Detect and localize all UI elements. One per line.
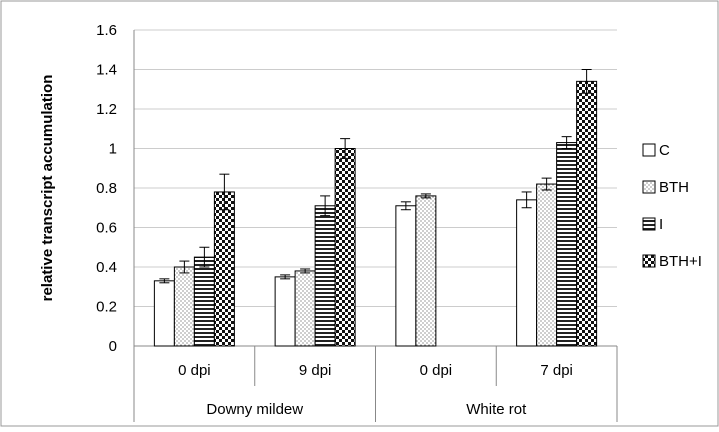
bar [536,183,558,347]
legend-swatch [642,180,656,194]
bar [556,142,578,347]
y-tick-label: 0.2 [96,299,117,316]
bar [173,266,195,347]
y-tick-label: 1.6 [96,22,117,39]
y-tick-label: 1.2 [96,101,117,118]
legend-label: BTH [659,179,689,196]
y-tick-label: 0.8 [96,180,117,197]
legend-swatch [642,217,656,231]
bar [516,199,538,347]
x-tick-label: 7 dpi [540,362,573,379]
legend-label: BTH+I [659,253,702,270]
y-tick-label: 0 [109,338,117,355]
group-label: Downy mildew [206,401,303,418]
bar [395,205,417,347]
legend-label: C [659,142,670,159]
legend-swatch [642,143,656,157]
bar [274,276,296,347]
y-axis-label: relative transcript accumulation [39,75,56,302]
bar [153,280,175,347]
legend: C BTH I BTH+I [642,142,702,270]
legend-label: I [659,216,663,233]
bar [415,195,437,347]
bar [213,191,235,347]
y-tick-label: 1.4 [96,62,117,79]
legend-swatch [642,254,656,268]
tick-labels: 0 0.2 0.4 0.6 0.8 1 1.2 1.4 1.6 0 dpi 9 dpi 0 dpi 7 … [96,22,573,418]
bars [153,69,598,347]
x-tick-label: 0 dpi [420,362,453,379]
y-tick-label: 0.4 [96,259,117,276]
y-tick-label: 1 [109,141,117,158]
x-tick-label: 9 dpi [299,362,332,379]
bar [334,148,356,347]
x-tick-label: 0 dpi [178,362,211,379]
group-label: White rot [466,401,527,418]
bar [576,80,598,347]
bar [294,270,316,347]
bar [193,256,215,347]
bar [314,205,336,347]
y-tick-label: 0.6 [96,220,117,237]
